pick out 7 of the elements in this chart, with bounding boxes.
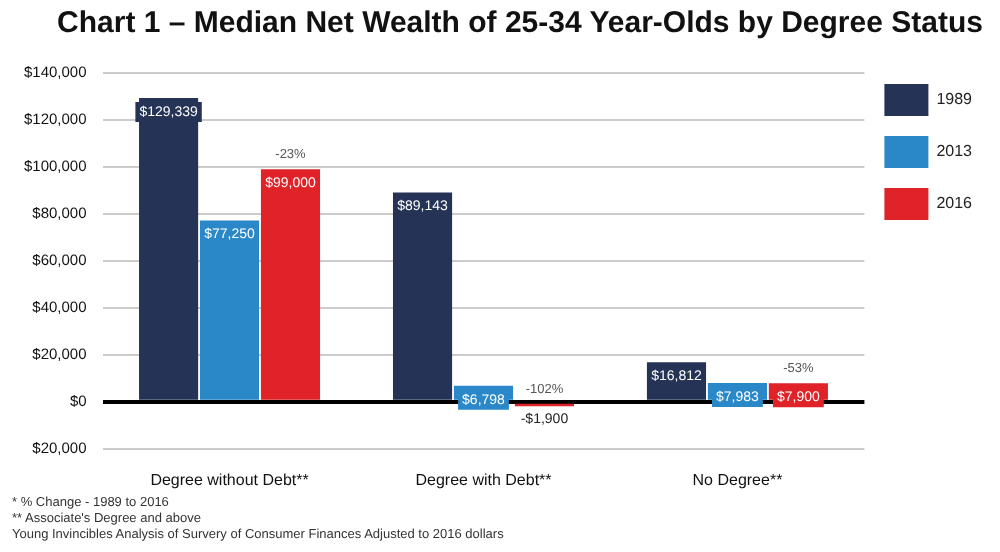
x-tick-label: Degree without Debt** xyxy=(150,470,309,489)
legend-label: 2013 xyxy=(936,142,974,161)
legend-label: 2016 xyxy=(936,194,974,213)
legend-label: 1989 xyxy=(936,90,974,109)
chart-title: Chart 1 – Median Net Wealth of 25-34 Year-Olds by Degree Status xyxy=(55,4,985,44)
x-tick-label: Degree with Debt** xyxy=(415,470,552,489)
x-tick-label: No Degree** xyxy=(692,470,783,489)
